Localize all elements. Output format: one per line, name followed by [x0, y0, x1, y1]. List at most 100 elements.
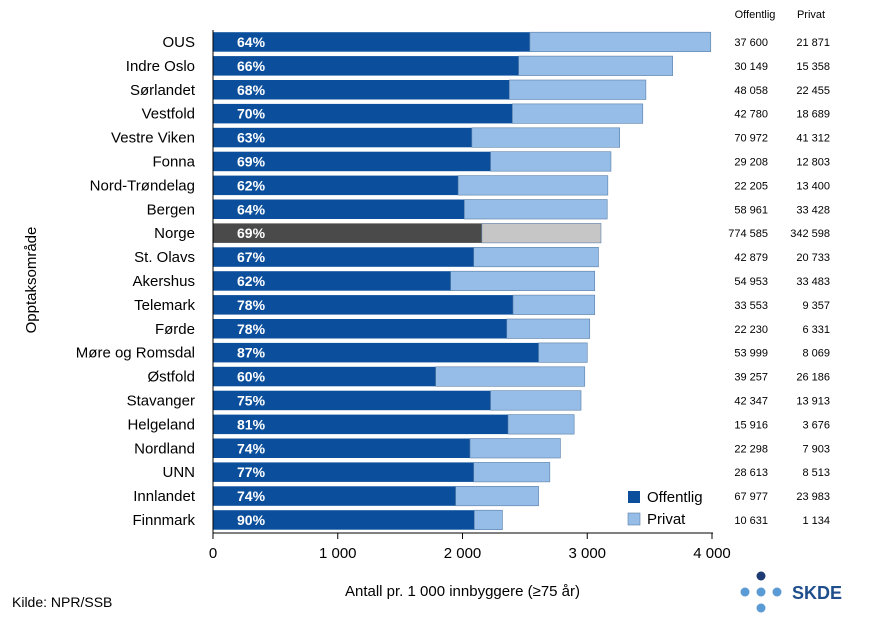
table-offentlig-value: 774 585: [728, 228, 768, 240]
table-offentlig-value: 54 953: [734, 276, 768, 288]
category-label: Nordland: [134, 440, 195, 457]
bar-privat-unn: [473, 462, 551, 483]
table-offentlig-value: 48 058: [734, 85, 768, 97]
bar-offentlig-sørlandet: [213, 80, 510, 100]
table-offentlig-value: 29 208: [734, 156, 768, 168]
legend-label-privat: Privat: [647, 511, 686, 528]
pct-label: 62%: [237, 177, 266, 193]
table-offentlig-value: 30 149: [734, 61, 768, 73]
bar-privat-møre-og-romsdal: [538, 342, 588, 363]
x-tick-label: 2 000: [444, 545, 482, 562]
table-privat-value: 33 483: [796, 276, 830, 288]
legend-label-offentlig: Offentlig: [647, 489, 703, 506]
bar-privat-finnmark: [474, 509, 503, 531]
bar-privat-stavanger: [490, 390, 582, 411]
logo-dot-left: [740, 587, 750, 597]
table-privat-value: 9 357: [802, 300, 830, 312]
category-label: Finnmark: [132, 512, 195, 529]
table-privat-value: 6 331: [802, 324, 830, 336]
x-tick-label: 4 000: [693, 545, 731, 562]
table-offentlig-value: 42 347: [734, 395, 768, 407]
table-offentlig-value: 42 780: [734, 109, 768, 121]
category-label: Sørlandet: [130, 82, 196, 99]
category-label: Helgeland: [127, 416, 195, 433]
table-offentlig-value: 58 961: [734, 204, 768, 216]
category-label: Indre Oslo: [126, 58, 195, 75]
table-offentlig-value: 42 879: [734, 252, 768, 264]
category-label: Stavanger: [127, 392, 195, 409]
bar-privat-nord-trøndelag: [457, 175, 609, 196]
bar-privat-førde: [506, 318, 591, 339]
table-privat-value: 12 803: [796, 156, 830, 168]
logo-dot-mid-left: [756, 587, 766, 597]
pct-label: 70%: [237, 106, 266, 122]
table-privat-value: 26 186: [796, 372, 830, 384]
bar-privat-ous: [529, 31, 712, 53]
bar-offentlig-fonna: [213, 151, 491, 172]
bar-offentlig-indre-oslo: [213, 56, 519, 76]
pct-label: 74%: [237, 440, 266, 456]
category-label: Telemark: [134, 297, 195, 314]
table-privat-value: 8 069: [802, 348, 830, 360]
table-privat-value: 342 598: [790, 228, 830, 240]
bar-privat-vestre-viken: [471, 127, 620, 148]
legend-swatch-privat: [627, 512, 641, 526]
bar-privat-nordland: [469, 438, 561, 459]
category-label: Nord-Trøndelag: [90, 177, 195, 194]
table-privat-value: 15 358: [796, 61, 830, 73]
pct-label: 74%: [237, 488, 266, 504]
bar-offentlig-telemark: [213, 295, 514, 315]
table-offentlig-value: 37 600: [734, 37, 768, 49]
table-privat-value: 18 689: [796, 109, 830, 121]
category-label: Møre og Romsdal: [76, 345, 195, 362]
x-tick-label: 3 000: [568, 545, 606, 562]
bar-privat-telemark: [512, 294, 596, 315]
pct-label: 69%: [237, 225, 266, 241]
legend: Offentlig Privat: [627, 489, 703, 528]
y-axis-title: Opptaksområde: [23, 227, 40, 334]
bar-offentlig-akershus: [213, 271, 451, 291]
pct-label: 78%: [237, 297, 266, 313]
bar-offentlig-bergen: [213, 199, 465, 219]
category-label: St. Olavs: [134, 249, 195, 266]
table-offentlig-value: 22 230: [734, 324, 768, 336]
table-privat-value: 13 400: [796, 180, 830, 192]
category-label: Førde: [155, 321, 195, 338]
table-offentlig-value: 39 257: [734, 372, 768, 384]
pct-label: 75%: [237, 392, 266, 408]
logo-dot-bottom: [756, 603, 766, 613]
pct-label: 64%: [237, 34, 266, 50]
pct-label: 64%: [237, 201, 266, 217]
bar-offentlig-førde: [213, 319, 507, 339]
table-offentlig-value: 53 999: [734, 348, 768, 360]
table-privat-value: 41 312: [796, 133, 830, 145]
bar-offentlig-norge: [213, 223, 482, 243]
category-label: UNN: [163, 464, 196, 481]
table-offentlig-value: 67 977: [734, 491, 768, 503]
bar-privat-helgeland: [507, 414, 575, 435]
x-axis-title: Antall pr. 1 000 innbyggere (≥75 år): [345, 583, 580, 600]
table-offentlig-value: 28 613: [734, 467, 768, 479]
skde-logo: SKDE: [740, 571, 842, 613]
bar-privat-norge: [481, 223, 602, 244]
bar-offentlig-østfold: [213, 366, 436, 387]
table-offentlig-value: 10 631: [734, 515, 768, 527]
bar-offentlig-helgeland: [213, 414, 509, 435]
category-label: Bergen: [147, 201, 195, 218]
category-label: OUS: [162, 34, 195, 51]
pct-label: 66%: [237, 58, 266, 74]
bar-privat-østfold: [435, 366, 586, 387]
pct-label: 81%: [237, 416, 266, 432]
pct-label: 63%: [237, 130, 266, 146]
pct-label: 60%: [237, 369, 266, 385]
bar-offentlig-st-olavs: [213, 247, 474, 267]
value-table: 37 600 21 871 30 149 15 358 48 058 22 455 42 7…: [728, 9, 830, 527]
pct-label: 69%: [237, 153, 266, 169]
bar-privat-innlandet: [455, 485, 539, 507]
table-privat-value: 7 903: [802, 443, 830, 455]
bar-privat-st-olavs: [473, 247, 599, 268]
table-privat-value: 8 513: [802, 467, 830, 479]
category-label: Akershus: [132, 273, 195, 290]
x-tick-label: 0: [209, 545, 217, 562]
pct-label: 62%: [237, 273, 266, 289]
